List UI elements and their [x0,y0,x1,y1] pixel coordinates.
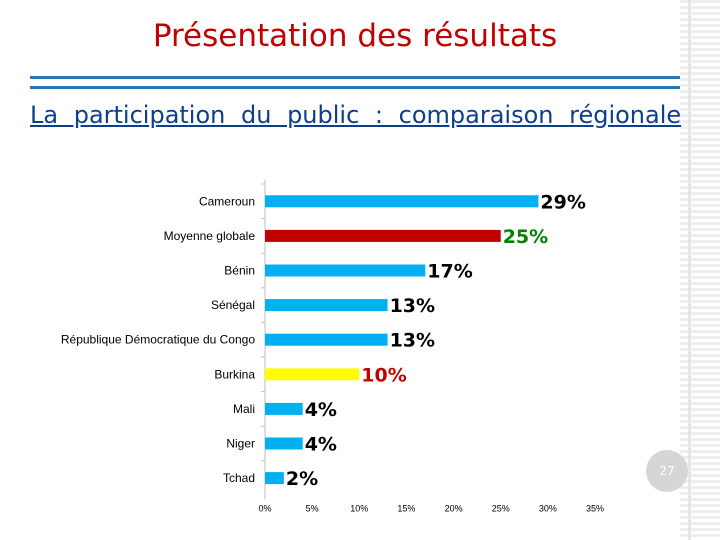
data-label: 4% [305,434,337,456]
bar-chart: Cameroun 29% Moyenne globale 25% Bénin 17% Sén… [61,180,604,513]
data-label: 29% [540,191,585,213]
page-number: 27 [646,450,688,492]
x-tick-label: 35% [586,503,604,513]
bar [265,402,303,415]
x-tick-label: 15% [397,503,415,513]
bar [265,299,388,312]
decorative-border [680,0,720,540]
title-rule-top [30,76,680,79]
x-tick-label: 0% [258,503,271,513]
x-tick-label: 10% [350,503,368,513]
bar [265,229,501,242]
bar [265,195,539,208]
category-label: Burkina [214,367,255,381]
bar [265,264,426,277]
x-tick-label: 20% [445,503,463,513]
x-tick-label: 25% [492,503,510,513]
category-label: Bénin [224,264,255,278]
category-label: Mali [233,402,255,416]
data-label: 10% [361,364,406,386]
slide-subtitle: La participation du public : comparaison… [30,101,682,129]
category-label: Niger [226,437,255,451]
title-rule-bottom [30,86,680,89]
data-label: 13% [390,330,435,352]
decorative-line [688,0,691,540]
category-label: Sénégal [211,298,255,312]
x-tick-label: 5% [306,503,319,513]
category-label: Moyenne globale [164,229,256,243]
bar [265,472,284,485]
bar [265,333,388,346]
category-label: République Démocratique du Congo [61,333,255,347]
category-label: Cameroun [199,194,255,208]
x-tick-label: 30% [539,503,557,513]
data-label: 2% [286,468,318,490]
bar [265,437,303,450]
data-label: 25% [503,226,548,248]
slide-title: Présentation des résultats [152,18,558,54]
data-label: 17% [427,261,472,283]
category-label: Tchad [223,471,255,485]
bar [265,368,360,381]
data-label: 4% [305,399,337,421]
data-label: 13% [390,295,435,317]
